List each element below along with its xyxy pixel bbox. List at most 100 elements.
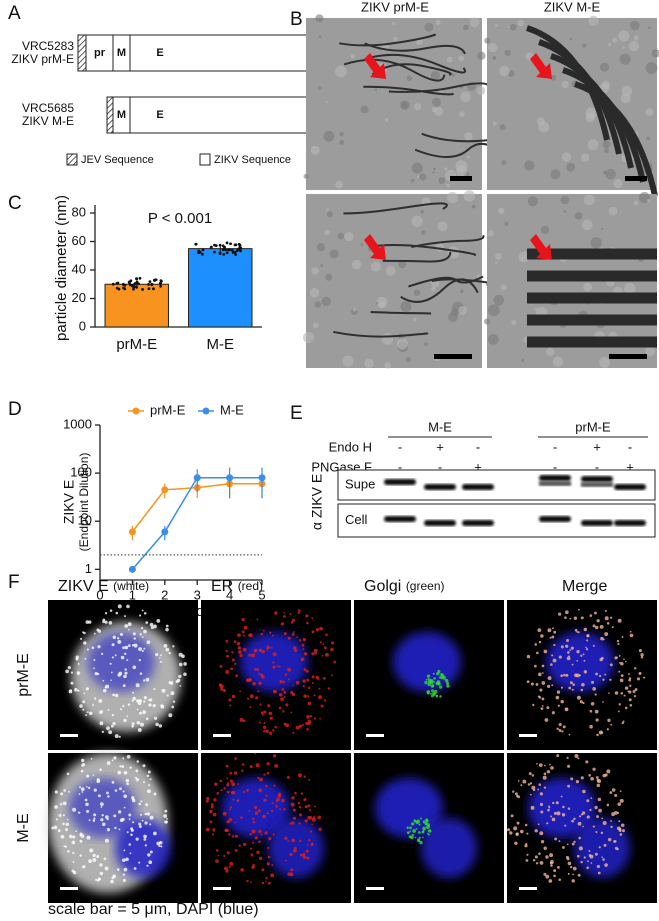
stain xyxy=(577,757,580,760)
stain xyxy=(104,612,108,615)
em-texture xyxy=(339,131,344,137)
stain xyxy=(509,831,513,835)
stain xyxy=(602,858,605,861)
em-texture xyxy=(413,289,421,296)
stain xyxy=(617,802,622,806)
em-texture xyxy=(517,19,525,27)
stain xyxy=(86,809,90,813)
stain xyxy=(290,711,293,714)
stain xyxy=(101,652,104,655)
stain xyxy=(118,828,121,831)
stain xyxy=(311,817,313,820)
stain xyxy=(544,764,546,767)
jitter xyxy=(135,277,139,281)
em-texture xyxy=(633,200,639,206)
jitter xyxy=(209,245,213,249)
stain xyxy=(293,846,297,850)
stain xyxy=(99,768,102,771)
stain xyxy=(424,822,428,825)
stain xyxy=(314,651,318,655)
stain xyxy=(560,674,563,678)
stain xyxy=(255,696,259,700)
stain xyxy=(102,618,106,622)
stain xyxy=(552,801,555,805)
stain xyxy=(278,693,283,697)
stain xyxy=(225,670,230,674)
stain xyxy=(583,856,586,859)
stain xyxy=(205,827,210,832)
stain xyxy=(79,786,82,789)
stain xyxy=(513,826,518,831)
stain xyxy=(118,671,123,676)
stain xyxy=(572,866,577,871)
em-texture xyxy=(431,286,436,292)
stain xyxy=(140,722,144,727)
stain xyxy=(254,805,258,809)
stain xyxy=(623,694,626,697)
stain xyxy=(231,658,235,662)
stain xyxy=(259,856,263,860)
stain xyxy=(233,640,237,643)
stain xyxy=(268,837,272,841)
stain xyxy=(446,684,450,688)
stain xyxy=(262,629,265,632)
stain xyxy=(248,653,252,657)
em-texture xyxy=(314,301,321,308)
stain xyxy=(92,704,95,706)
stain xyxy=(254,811,259,815)
stain xyxy=(131,798,135,801)
stain xyxy=(565,644,569,648)
stain xyxy=(68,790,70,793)
stain xyxy=(614,691,619,695)
stain xyxy=(88,620,92,624)
stain xyxy=(132,665,137,670)
stain xyxy=(74,688,78,692)
em-texture xyxy=(464,132,473,141)
stain xyxy=(261,868,265,872)
stain xyxy=(638,649,642,653)
y-tick-label: 20 xyxy=(72,290,86,305)
stain xyxy=(261,649,265,654)
panel-label: C xyxy=(8,193,22,214)
stain xyxy=(582,789,586,794)
stain xyxy=(253,648,258,653)
stain xyxy=(543,846,547,850)
stain xyxy=(140,626,144,630)
stain xyxy=(76,671,81,675)
stain xyxy=(318,695,322,700)
scale-bar xyxy=(519,734,537,737)
stain xyxy=(97,645,101,649)
em-texture xyxy=(484,37,491,44)
stain xyxy=(277,794,282,798)
nucleus xyxy=(115,818,171,878)
stain xyxy=(93,817,96,820)
stain xyxy=(306,844,309,847)
stain xyxy=(558,723,562,727)
stain xyxy=(272,652,277,657)
stain xyxy=(526,853,529,856)
stain xyxy=(602,678,605,681)
stain xyxy=(87,786,91,790)
stain xyxy=(149,815,154,820)
jitter xyxy=(132,285,136,289)
stain xyxy=(106,761,111,765)
jitter xyxy=(229,242,232,246)
stain xyxy=(640,656,644,659)
stain xyxy=(623,658,625,660)
stain xyxy=(119,787,122,791)
stain xyxy=(594,852,598,856)
stain xyxy=(264,831,268,835)
em-texture xyxy=(374,88,378,91)
stain xyxy=(72,835,76,839)
stain xyxy=(111,643,115,647)
stain xyxy=(302,855,307,859)
stain xyxy=(308,839,311,842)
stain xyxy=(270,809,274,813)
band xyxy=(539,516,571,522)
stain xyxy=(146,864,149,867)
stain xyxy=(578,846,583,851)
stain xyxy=(60,792,64,796)
stain xyxy=(541,664,545,668)
stain xyxy=(234,834,238,838)
stain xyxy=(601,817,604,820)
